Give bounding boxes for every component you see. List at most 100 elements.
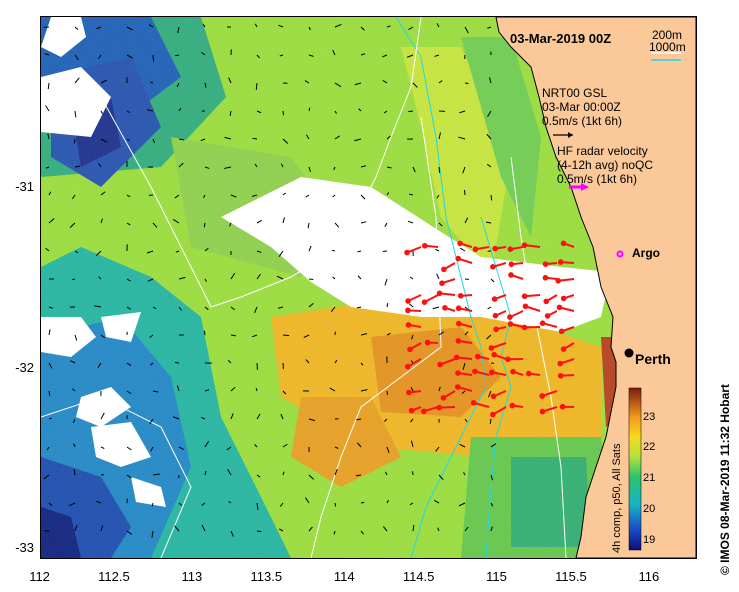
argo-label: Argo xyxy=(632,246,660,260)
colorbar-tick-20: 20 xyxy=(643,503,656,515)
model-arrow xyxy=(74,77,80,84)
radar-arrowhead xyxy=(510,368,516,375)
model-arrow xyxy=(282,192,287,196)
model-arrow xyxy=(384,418,388,422)
radar-arrowhead xyxy=(474,353,481,360)
model-arrow xyxy=(360,194,366,200)
sst-map xyxy=(40,16,697,559)
model-arrow xyxy=(282,110,285,116)
model-arrow xyxy=(462,166,466,174)
model-arrow xyxy=(282,138,289,144)
model-arrow xyxy=(178,107,182,112)
model-arrow xyxy=(48,218,55,224)
legend-1000m-label: 1000m xyxy=(649,40,686,54)
model-arrow xyxy=(358,108,362,112)
model-arrow xyxy=(256,54,260,59)
model-arrow xyxy=(386,25,391,28)
model-arrow xyxy=(307,222,310,229)
model-arrow xyxy=(459,247,466,252)
model-arrow xyxy=(126,222,131,226)
radar-arrowhead xyxy=(436,404,443,411)
model-arrow xyxy=(201,51,206,56)
model-arrow xyxy=(486,334,492,340)
model-arrow xyxy=(282,443,288,448)
model-arrow xyxy=(177,26,180,34)
colorbar-label: 4h comp, p50, All Sats xyxy=(611,443,623,553)
model-arrow xyxy=(201,524,206,532)
model-arrow xyxy=(436,23,440,28)
radar-arrowhead xyxy=(457,293,464,299)
radar-arrowhead xyxy=(508,272,514,278)
radar-arrowhead xyxy=(560,346,567,352)
model-arrow xyxy=(200,416,206,420)
radar-arrowhead xyxy=(557,372,564,379)
model-arrow xyxy=(334,110,337,114)
colorbar-tick-22: 22 xyxy=(643,441,656,453)
model-arrow xyxy=(97,362,102,368)
y-tick-label: -33 xyxy=(15,539,34,555)
model-arrow xyxy=(409,276,414,280)
radar-arrowhead xyxy=(492,245,498,252)
legend-200m-label: 200m xyxy=(652,28,683,42)
model-arrow xyxy=(46,446,50,451)
contour-200m xyxy=(41,17,567,558)
model-arrow xyxy=(203,222,206,228)
radar-arrowhead xyxy=(491,296,498,302)
model-arrow xyxy=(256,474,261,478)
x-tick-label: 114 xyxy=(333,569,355,584)
model-arrow xyxy=(410,418,414,423)
radar-arrowhead xyxy=(436,290,443,297)
model-arrow xyxy=(464,26,469,34)
model-arrow xyxy=(437,527,440,532)
model-arrow xyxy=(490,278,495,283)
model-arrow xyxy=(334,82,342,88)
model-arrow xyxy=(178,138,185,141)
model-legend-arrowhead xyxy=(568,132,573,138)
model-arrow xyxy=(254,306,258,313)
radar-arrowhead xyxy=(508,261,515,267)
model-arrow xyxy=(360,530,365,535)
radar-arrowhead xyxy=(455,370,461,376)
model-arrow xyxy=(227,359,232,364)
model-arrow xyxy=(100,218,103,224)
model-arrow xyxy=(282,217,285,224)
model-arrow xyxy=(360,221,367,224)
colorbar-tick-19: 19 xyxy=(643,534,656,546)
model-arrow xyxy=(305,497,310,504)
model-arrow xyxy=(126,306,132,310)
model-arrow xyxy=(433,499,440,504)
radar-arrowhead xyxy=(542,274,549,281)
x-tick-label: 112 xyxy=(29,569,50,584)
model-arrow xyxy=(74,110,77,118)
model-arrow xyxy=(256,502,259,510)
model-arrow xyxy=(202,23,206,28)
model-arrow xyxy=(410,360,414,364)
model-arrow xyxy=(329,387,336,392)
model-arrow xyxy=(174,525,180,532)
model-arrow xyxy=(308,54,314,57)
model-arrow xyxy=(279,502,284,507)
model-arrow xyxy=(382,80,388,84)
model-arrow xyxy=(490,443,497,448)
model-arrow xyxy=(334,222,340,228)
radar-arrowhead xyxy=(440,395,447,401)
model-arrow xyxy=(383,110,388,114)
model-arrow xyxy=(100,110,103,114)
radar-arrowhead xyxy=(544,313,551,319)
radar-arrowhead xyxy=(542,261,549,267)
x-tick-label: 116 xyxy=(638,569,660,584)
model-arrow xyxy=(438,166,441,173)
model-arrow xyxy=(438,222,443,227)
radar-arrowhead xyxy=(455,255,461,262)
model-arrow xyxy=(334,135,341,140)
model-arrow xyxy=(386,302,389,308)
x-tick-label: 115.5 xyxy=(555,569,587,584)
model-arrow xyxy=(224,136,232,140)
radar-arrowhead xyxy=(454,384,461,390)
model-arrow xyxy=(282,334,290,337)
radar-arrowhead xyxy=(525,370,532,377)
model-arrow xyxy=(126,474,132,479)
model-arrow xyxy=(96,500,102,504)
model-arrow xyxy=(386,446,390,453)
radar-arrowhead xyxy=(507,314,513,320)
